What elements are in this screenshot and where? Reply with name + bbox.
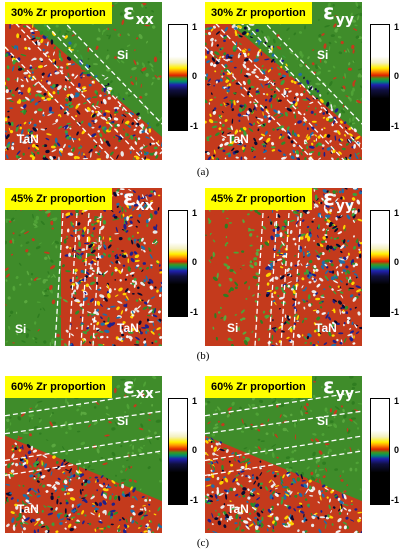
interface-dashed-line [80,212,90,346]
colorbar-min-label: -1 [391,121,400,131]
strain-symbol: εyy [323,0,354,28]
strain-symbol: εxx [123,0,154,28]
colorbar [168,398,188,505]
interface-dashed-line [92,212,102,346]
colorbar-min-label: -1 [391,307,400,317]
strain-field [5,2,162,160]
interface-dashed-line [205,390,362,417]
strain-map-b-exx [5,188,162,346]
interface-dashed-line [5,390,162,417]
colorbar [168,24,188,131]
colorbar [370,24,390,131]
label-si: Si [227,321,239,335]
colorbar-mid-label: 0 [192,71,198,81]
label-tan: TaN [315,321,337,335]
panel-b-eyy: 45% Zr proportion εyy Si TaN 1 0 -1 [205,186,405,346]
label-si: Si [15,322,27,336]
subfigure-caption: (b) [196,350,210,362]
label-tan: TaN [17,502,39,516]
interface-dashed-line [280,212,290,346]
interface-dashed-line [24,2,162,150]
panel-title: 30% Zr proportion [5,2,112,24]
strain-map-a-exx [5,2,162,160]
colorbar-max-label: 1 [394,208,400,218]
colorbar-min-label: -1 [190,307,199,317]
interface-dashed-line [224,2,362,150]
label-si: Si [117,48,129,62]
strain-field [205,188,362,346]
subfigure-caption: (a) [196,166,210,178]
label-si: Si [317,48,329,62]
colorbar-min-label: -1 [190,121,199,131]
interface-dashed-line [5,435,162,462]
subfigure-caption: (c) [196,537,210,549]
colorbar [370,398,390,505]
strain-map-c-exx [5,376,162,533]
interface-dashed-line [205,450,362,477]
colorbar-mid-label: 0 [394,71,400,81]
panel-title: 45% Zr proportion [205,188,312,210]
interface-dashed-line [54,212,64,346]
interface-dashed-line [292,212,302,346]
interface-dashed-line [5,11,145,160]
panel-a-exx: 30% Zr proportion εxx Si TaN 1 0 -1 [5,0,202,160]
strain-map-a-eyy [205,2,362,160]
panel-c-eyy: 60% Zr proportion εyy Si TaN 1 0 -1 [205,374,405,533]
interface-dashed-line [205,410,362,435]
panel-a-eyy: 30% Zr proportion εyy Si TaN 1 0 -1 [205,0,405,160]
panel-c-exx: 60% Zr proportion εxx Si TaN 1 0 -1 [5,374,202,533]
label-si: Si [117,414,129,428]
strain-map-c-eyy [205,376,362,533]
panel-title: 60% Zr proportion [205,376,312,398]
colorbar-max-label: 1 [394,396,400,406]
colorbar-max-label: 1 [192,396,198,406]
strain-field [205,376,362,533]
interface-dashed-line [205,435,362,462]
colorbar-max-label: 1 [192,22,198,32]
colorbar [168,210,188,317]
panel-b-exx: 45% Zr proportion εxx Si TaN 1 0 -1 [5,186,202,346]
strain-symbol: εxx [123,186,154,214]
label-tan: TaN [17,132,39,146]
colorbar-mid-label: 0 [394,257,400,267]
strain-symbol: εyy [323,186,354,214]
label-tan: TaN [117,321,139,335]
interface-dashed-line [254,212,264,346]
interface-dashed-line [5,450,162,477]
label-tan: TaN [227,502,249,516]
label-tan: TaN [227,132,249,146]
strain-map-b-eyy [205,188,362,346]
panel-title: 60% Zr proportion [5,376,112,398]
strain-symbol: εxx [123,374,154,402]
strain-field [5,376,162,533]
strain-field [5,188,162,346]
label-si: Si [317,414,329,428]
colorbar [370,210,390,317]
colorbar-mid-label: 0 [394,445,400,455]
interface-dashed-line [205,46,314,160]
interface-dashed-line [205,11,345,160]
colorbar-mid-label: 0 [192,257,198,267]
colorbar-max-label: 1 [394,22,400,32]
colorbar-mid-label: 0 [192,445,198,455]
interface-dashed-line [5,46,114,160]
interface-dashed-line [68,212,78,346]
panel-title: 30% Zr proportion [205,2,312,24]
strain-field [205,2,362,160]
strain-symbol: εyy [323,374,354,402]
interface-dashed-line [268,212,278,346]
colorbar-max-label: 1 [192,208,198,218]
interface-dashed-line [5,410,162,435]
colorbar-min-label: -1 [391,495,400,505]
colorbar-min-label: -1 [190,495,199,505]
panel-title: 45% Zr proportion [5,188,112,210]
